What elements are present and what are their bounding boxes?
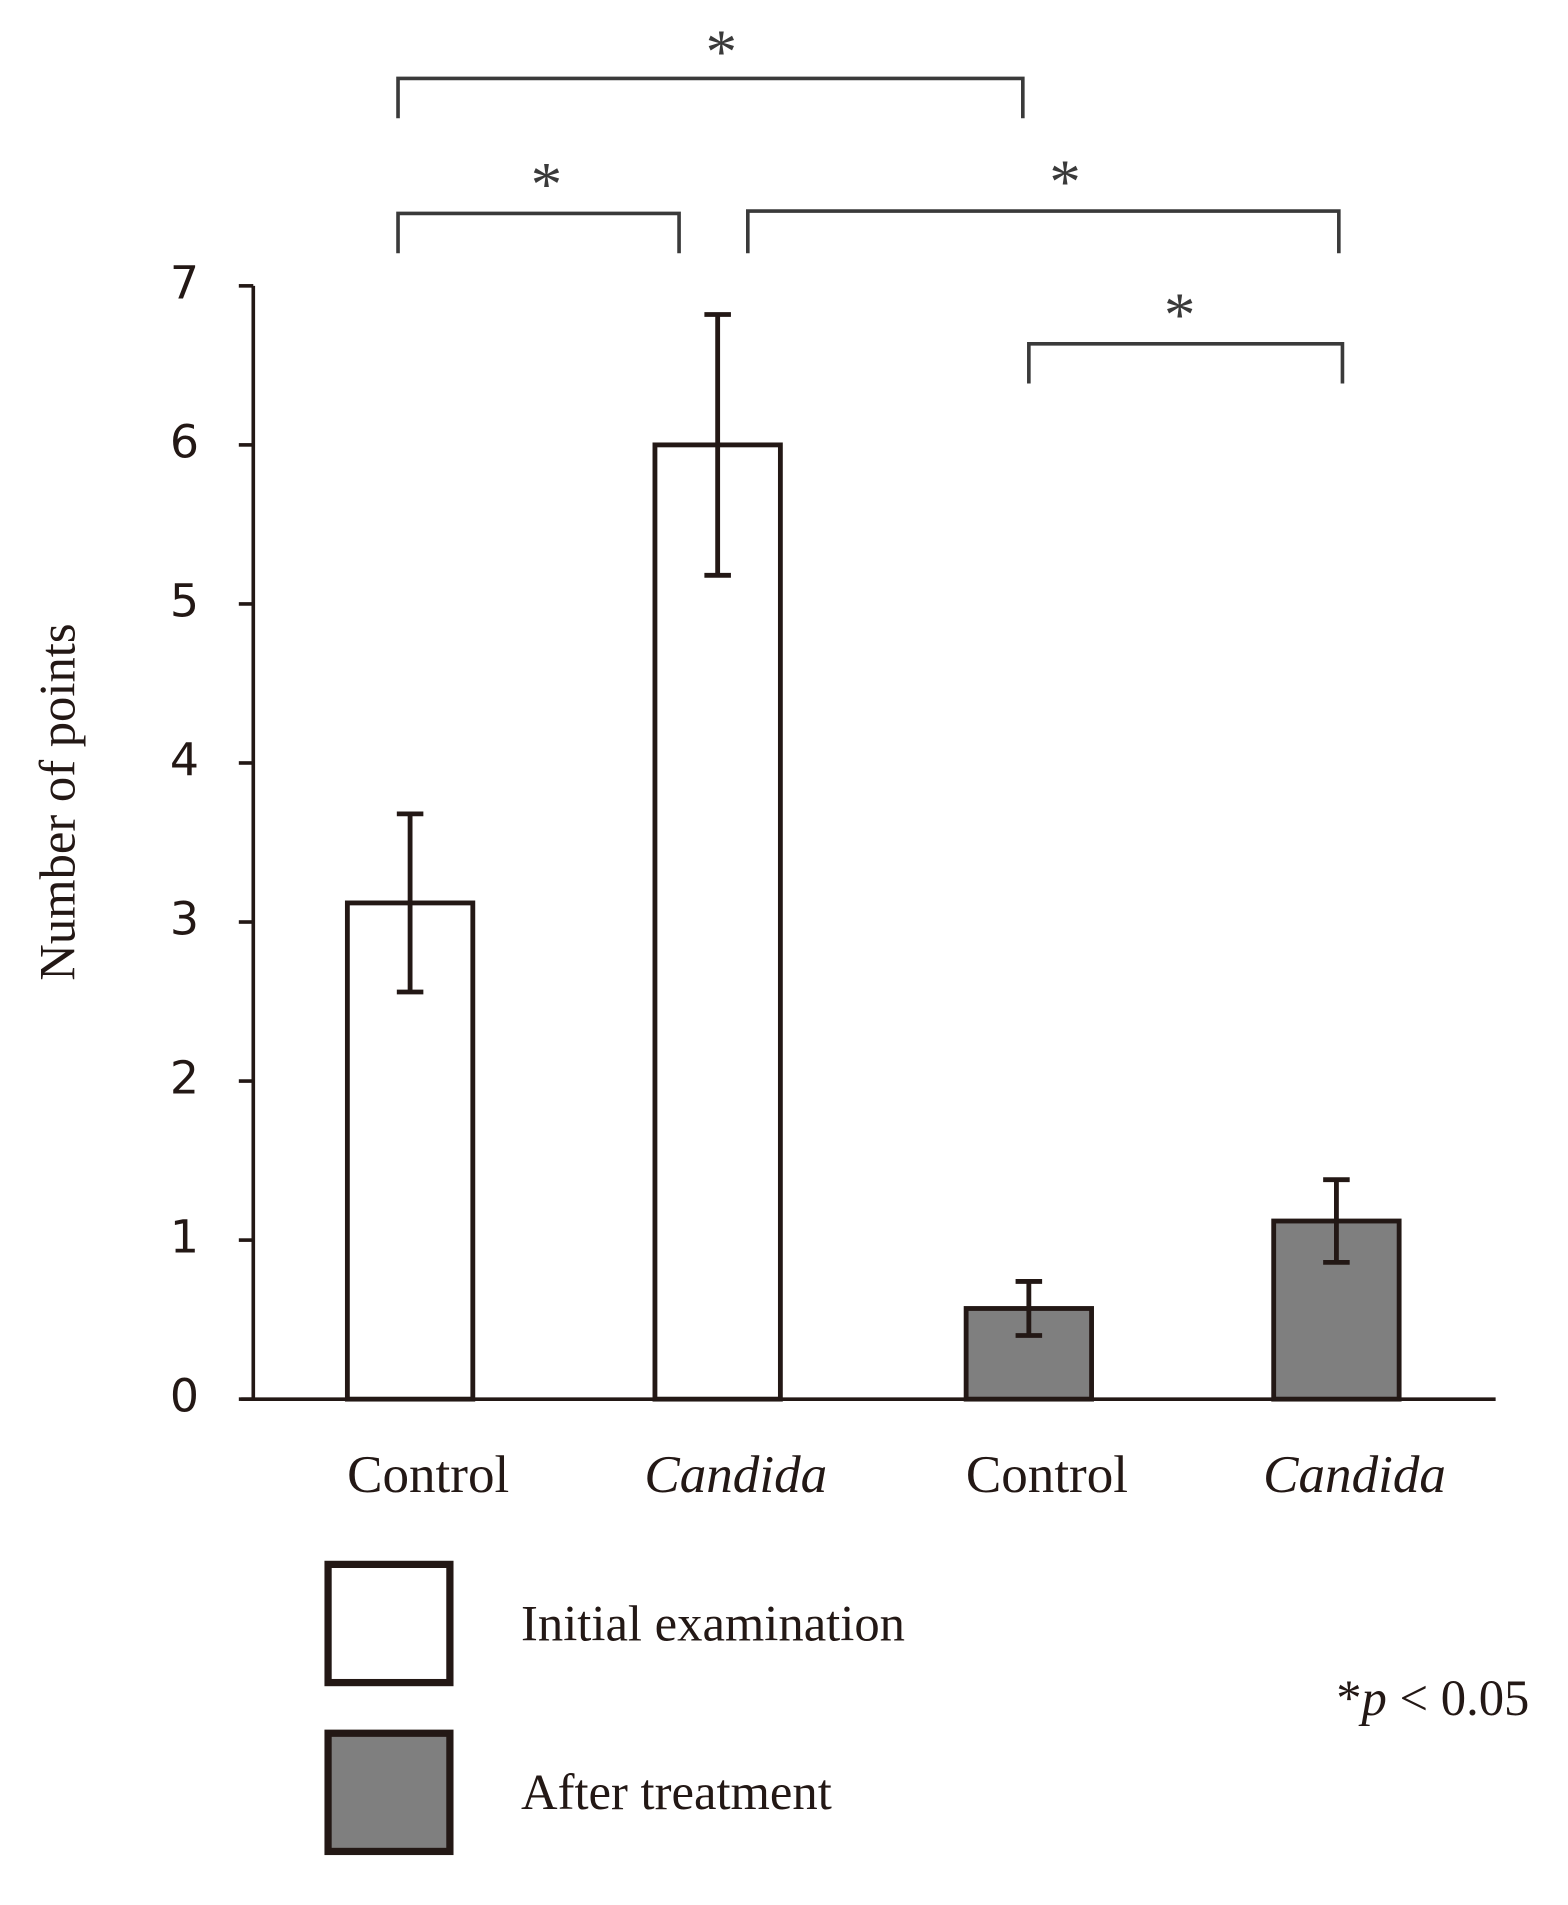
bracket <box>746 209 1341 254</box>
error-bar <box>396 811 424 995</box>
x-tick-label: Control <box>966 1446 1128 1504</box>
y-tick-label: 2 <box>170 1051 199 1105</box>
bracket <box>396 76 1025 119</box>
note-part: < 0.05 <box>1387 1670 1530 1726</box>
legend-label: Initial examination <box>521 1595 905 1651</box>
y-tick-label: 5 <box>170 573 199 627</box>
bracket <box>396 211 681 254</box>
star: * <box>531 149 562 219</box>
bar <box>652 442 783 1402</box>
significance-stars: * * * * <box>531 16 1196 349</box>
legend-swatch <box>324 1560 454 1687</box>
note-part: * <box>1336 1670 1361 1726</box>
significance-brackets <box>396 76 1345 384</box>
y-tick-label: 0 <box>170 1369 199 1423</box>
y-tick-label: 4 <box>170 732 199 786</box>
note-part: p <box>1359 1670 1387 1726</box>
error-bar <box>1015 1279 1043 1338</box>
x-tick-label: Control <box>347 1446 509 1504</box>
star: * <box>1049 147 1080 217</box>
x-tick-label: Candida <box>1263 1446 1446 1504</box>
x-tick-label: Candida <box>644 1446 827 1504</box>
y-tick-label: 6 <box>170 414 199 468</box>
legend-swatch <box>324 1729 454 1856</box>
y-axis-label: Number of points <box>29 623 85 980</box>
y-tick-label: 1 <box>170 1210 199 1264</box>
error-bar <box>704 312 731 578</box>
bracket <box>1027 341 1345 384</box>
p-note: *p < 0.05 <box>1336 1670 1529 1726</box>
error-bar <box>1323 1177 1350 1265</box>
star: * <box>1164 279 1195 349</box>
legend-label: After treatment <box>521 1764 832 1820</box>
star: * <box>706 16 737 86</box>
y-tick-label: 3 <box>170 892 199 946</box>
y-tick-label: 7 <box>170 255 199 309</box>
